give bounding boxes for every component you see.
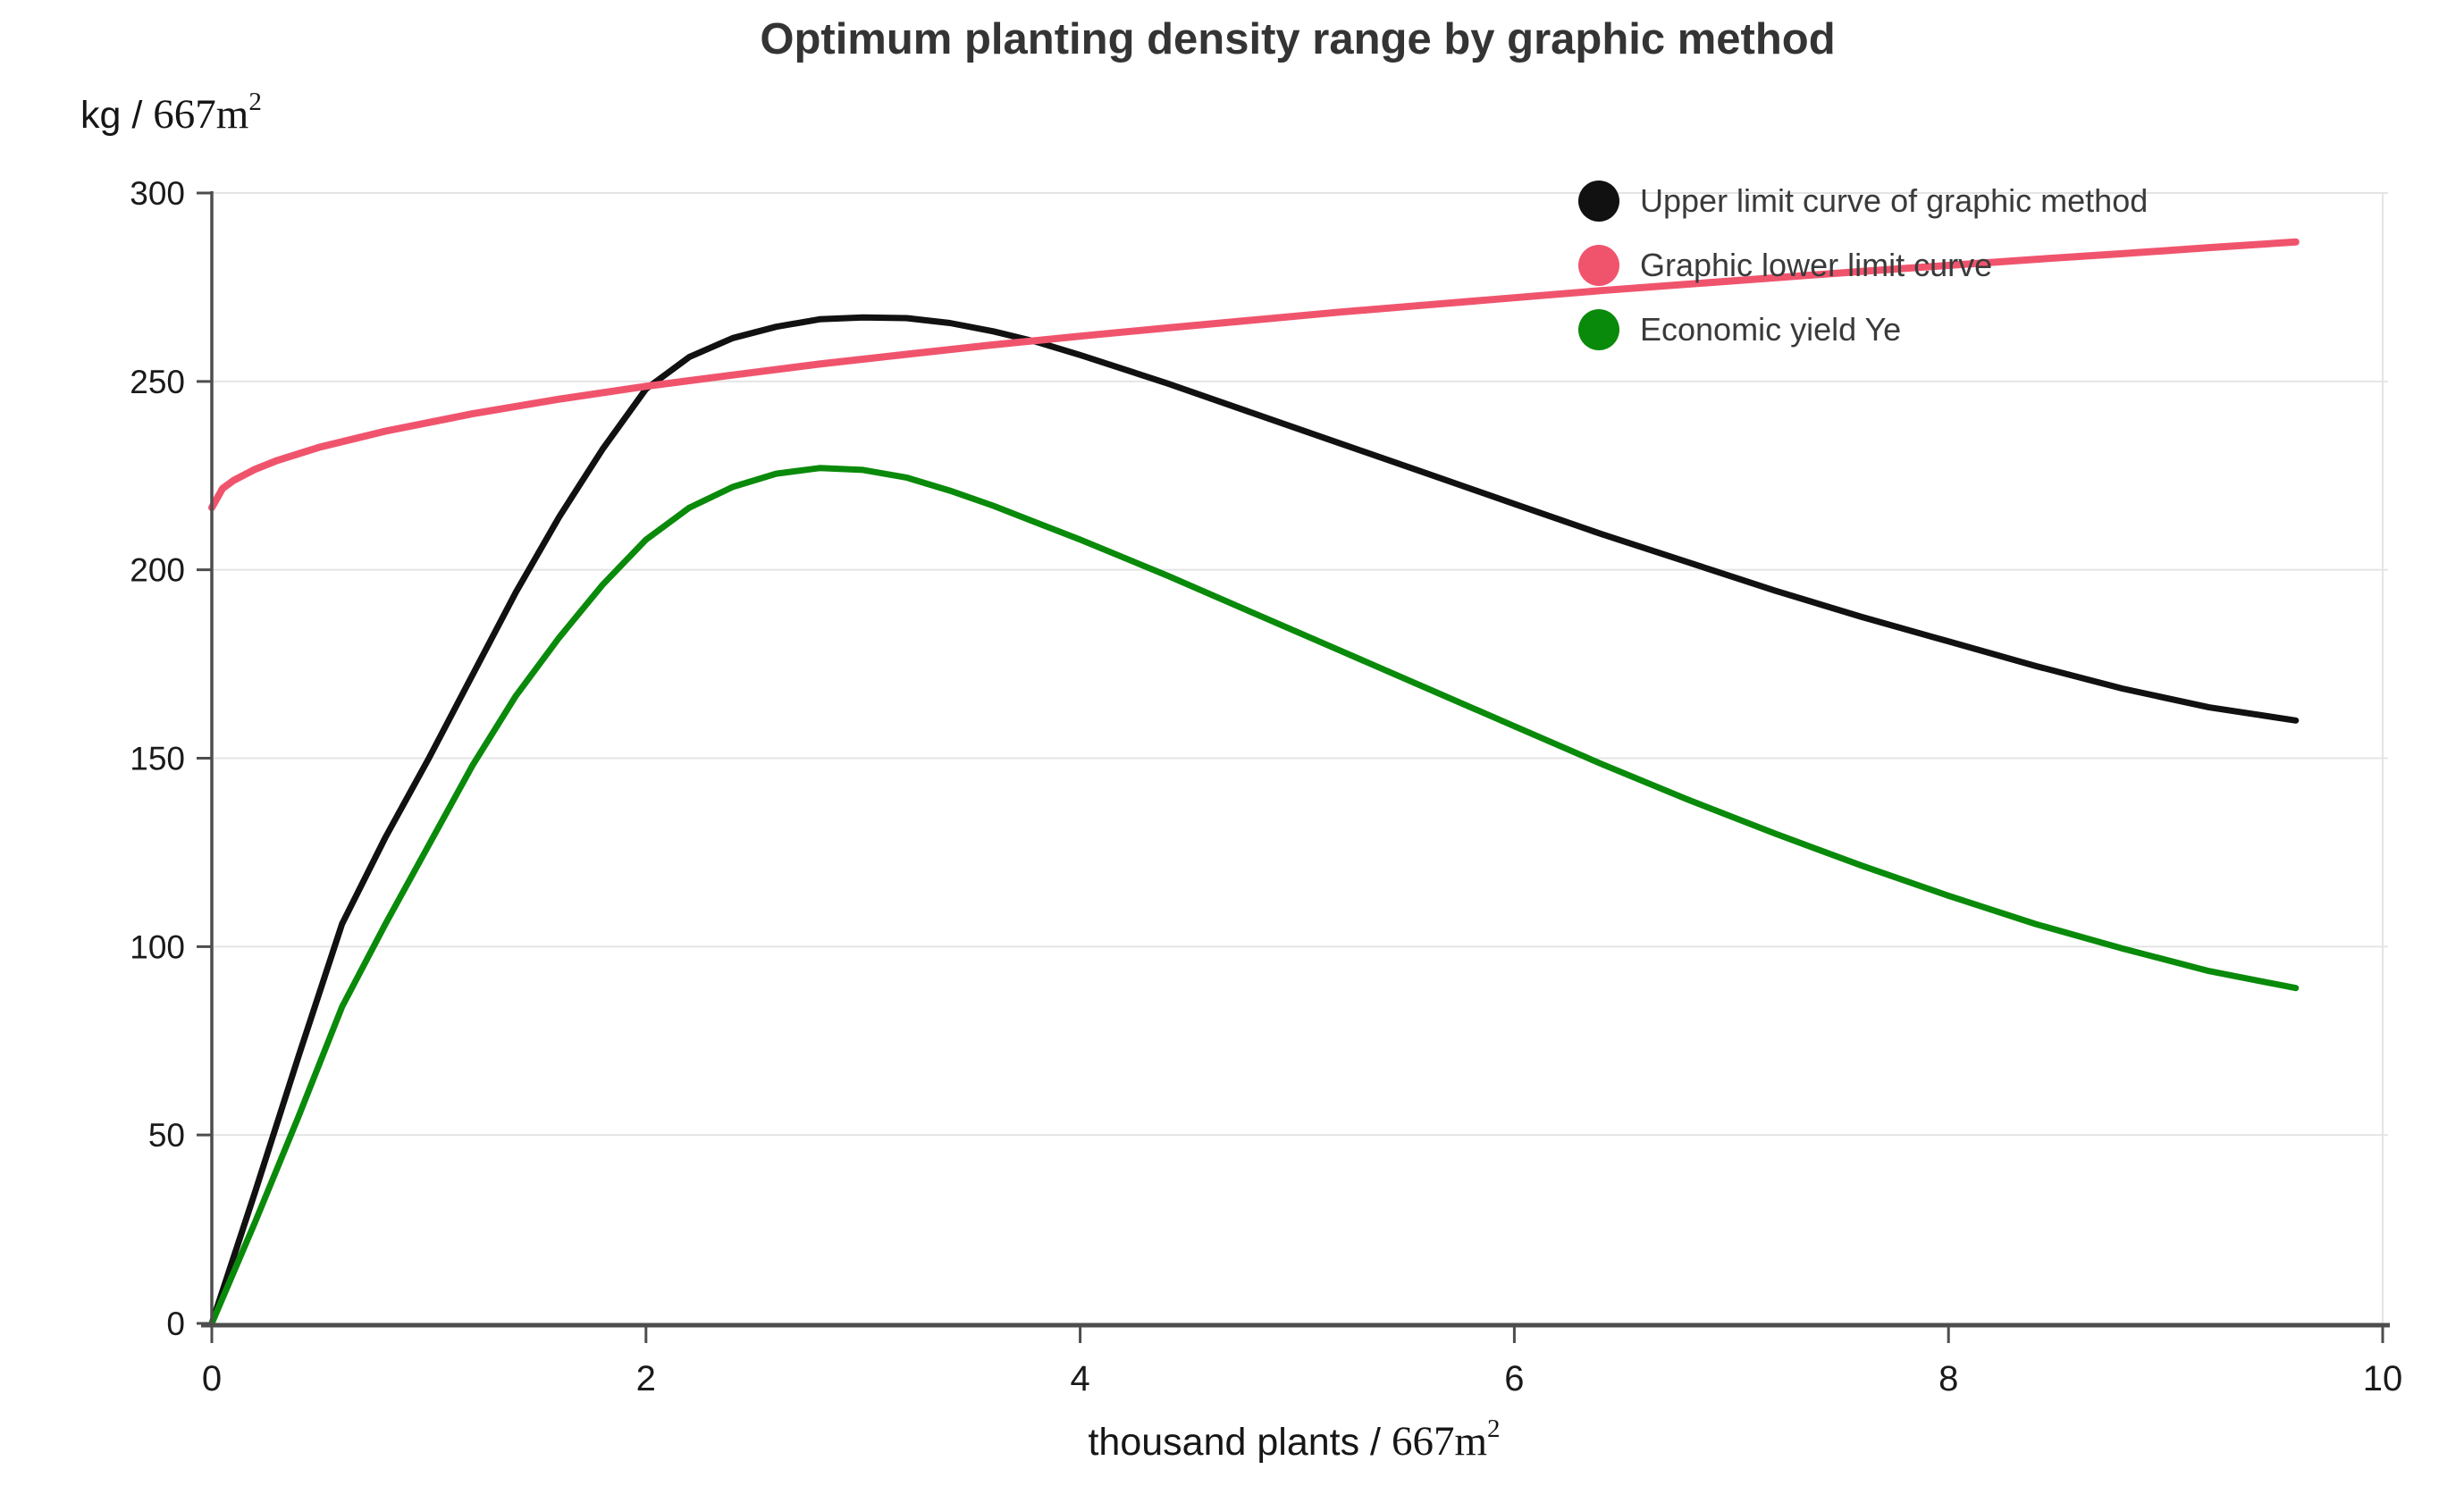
x-axis-title: thousand plants / 667m2 xyxy=(1088,1415,1500,1465)
gridlines xyxy=(212,192,2388,1323)
axes: 0 50 100 150 200 250 300 0 2 4 6 8 10 xyxy=(130,175,2402,1398)
x-tick-label-0: 0 xyxy=(202,1359,222,1398)
y-tick-label-0: 0 xyxy=(166,1306,185,1342)
x-tick-label-10: 10 xyxy=(2363,1359,2403,1398)
legend-label-upper-limit: Upper limit curve of graphic method xyxy=(1640,181,2149,219)
y-axis-title: kg / 667m2 xyxy=(80,88,262,139)
y-axis-title-superscript: 2 xyxy=(248,88,262,116)
x-tick-label-8: 8 xyxy=(1938,1359,1958,1398)
x-axis-title-unit: 667m xyxy=(1391,1418,1488,1465)
x-axis-title-prefix: thousand plants / xyxy=(1088,1421,1392,1464)
series-lines xyxy=(208,238,2300,1327)
x-tick-label-2: 2 xyxy=(636,1359,656,1398)
x-axis-title-superscript: 2 xyxy=(1487,1415,1501,1443)
y-tick-label-150: 150 xyxy=(130,741,185,777)
legend-item-lower-limit[interactable]: Graphic lower limit curve xyxy=(1578,244,2148,286)
legend-swatch-pink-icon xyxy=(1578,244,1619,286)
legend: Upper limit curve of graphic method Grap… xyxy=(1578,180,2148,373)
series-lower-limit-curve xyxy=(208,238,2300,512)
series-upper-limit-curve xyxy=(208,314,2300,1327)
legend-label-lower-limit: Graphic lower limit curve xyxy=(1640,246,1993,283)
legend-swatch-black-icon xyxy=(1578,180,1619,222)
y-tick-label-300: 300 xyxy=(130,175,185,212)
x-tick-label-4: 4 xyxy=(1070,1359,1089,1398)
chart-title: Optimum planting density range by graphi… xyxy=(760,15,1836,63)
legend-label-economic-yield: Economic yield Ye xyxy=(1640,310,1902,348)
y-tick-label-200: 200 xyxy=(130,552,185,589)
y-axis-title-prefix: kg / xyxy=(80,94,154,137)
legend-item-economic-yield[interactable]: Economic yield Ye xyxy=(1578,308,2148,350)
legend-swatch-green-icon xyxy=(1578,308,1619,350)
y-tick-label-250: 250 xyxy=(130,364,185,400)
series-economic-yield-curve xyxy=(208,465,2300,1327)
y-axis-title-unit: 667m xyxy=(153,91,249,138)
y-tick-label-100: 100 xyxy=(130,928,185,965)
legend-item-upper-limit[interactable]: Upper limit curve of graphic method xyxy=(1578,180,2148,222)
y-tick-label-50: 50 xyxy=(148,1117,185,1154)
x-tick-label-6: 6 xyxy=(1504,1359,1524,1398)
